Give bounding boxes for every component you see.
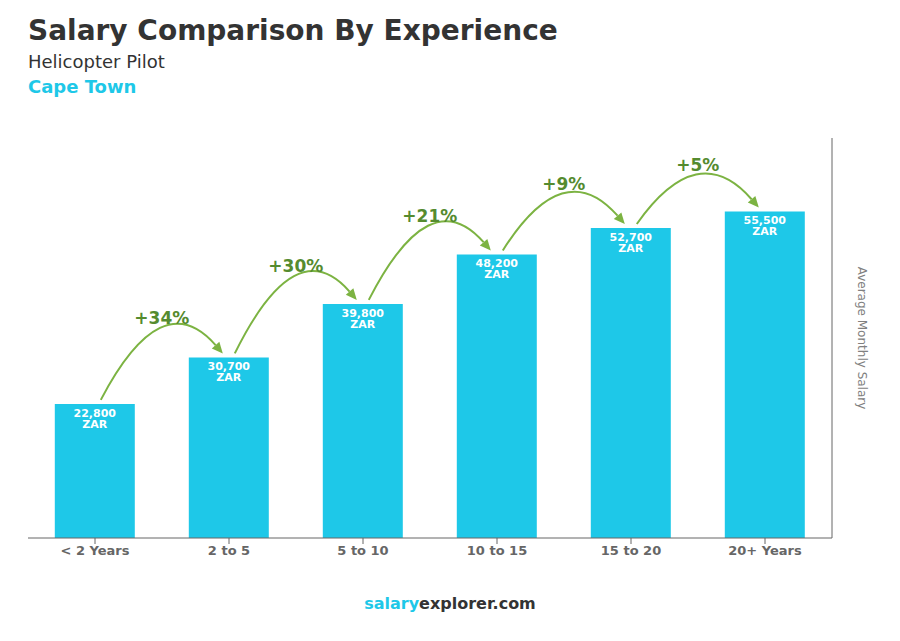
svg-text:+34%: +34% <box>134 308 189 328</box>
html-text:Cape Town: Cape Town <box>28 76 137 97</box>
svg-text:48,200ZAR: 48,200ZAR <box>476 257 519 281</box>
svg-text:+30%: +30% <box>268 256 323 276</box>
svg-text:52,700ZAR: 52,700ZAR <box>610 231 653 255</box>
svg-text:10 to 15: 10 to 15 <box>467 543 527 558</box>
svg-text:5 to 10: 5 to 10 <box>337 543 388 558</box>
svg-text:+5%: +5% <box>676 155 719 175</box>
svg-text:2 to 5: 2 to 5 <box>208 543 250 558</box>
svg-text:39,800ZAR: 39,800ZAR <box>342 307 385 331</box>
html-text:Helicopter Pilot: Helicopter Pilot <box>28 51 165 72</box>
svg-text:30,700ZAR: 30,700ZAR <box>208 360 251 384</box>
svg-text:20+ Years: 20+ Years <box>728 543 802 558</box>
svg-text:+21%: +21% <box>402 206 457 226</box>
svg-text:< 2 Years: < 2 Years <box>61 543 130 558</box>
svg-text:+9%: +9% <box>542 174 585 194</box>
svg-text:22,800ZAR: 22,800ZAR <box>74 407 117 431</box>
html-text:salary explorer.com: salary explorer.com <box>364 594 536 613</box>
svg-text:15 to 20: 15 to 20 <box>601 543 661 558</box>
svg-text:55,500ZAR: 55,500ZAR <box>744 214 787 238</box>
html-text:Salary Comparison By Experienc: Salary Comparison By Experience <box>28 14 558 47</box>
svg-text:Average Monthly Salary: Average Monthly Salary <box>855 267 869 410</box>
